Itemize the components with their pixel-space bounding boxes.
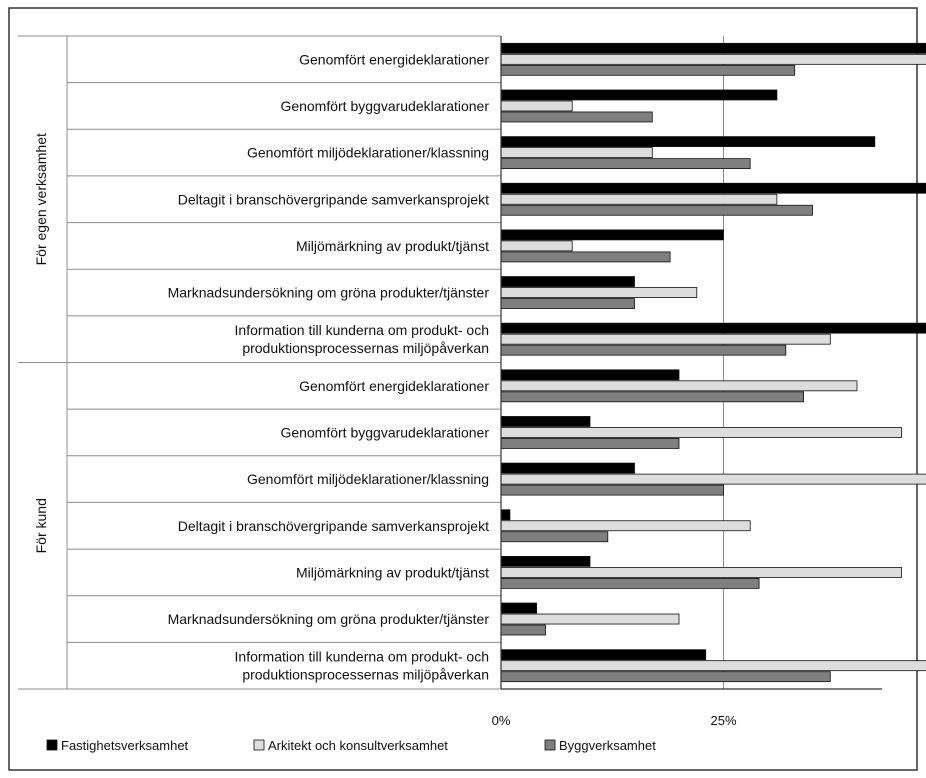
bar: [500, 566, 902, 578]
category-separators: [18, 35, 501, 690]
category-label: Information till kunderna om produkt- oc…: [235, 649, 489, 665]
group-labels: För egen verksamhet För kund: [33, 133, 49, 553]
bar: [500, 555, 591, 567]
bar: [500, 344, 787, 356]
axes: [500, 36, 882, 690]
legend-swatch: [46, 739, 58, 751]
group-label: För kund: [33, 498, 49, 553]
bar: [500, 53, 926, 65]
bar: [500, 193, 778, 205]
bar: [500, 136, 876, 148]
category-label: Deltagit i branschövergripande samverkan…: [178, 191, 489, 207]
bar: [500, 322, 926, 334]
bar: [500, 298, 635, 309]
bar: [500, 380, 858, 392]
category-label: Miljömärkning av produkt/tjänst: [296, 564, 489, 580]
category-label: Genomfört energideklarationer: [299, 378, 489, 394]
bars: [500, 42, 926, 683]
category-label: Information till kunderna om produkt- oc…: [235, 322, 489, 338]
bar: [500, 158, 751, 170]
bar: [500, 89, 778, 101]
bar: [500, 276, 635, 287]
x-tick-label: 0%: [492, 713, 511, 728]
bar: [500, 111, 653, 123]
bar: [500, 287, 698, 298]
x-tick-labels: 0%25%50%75%: [492, 713, 737, 728]
bar: [500, 473, 926, 485]
bar: [500, 369, 680, 381]
bar: [500, 333, 831, 345]
bar: [500, 484, 724, 496]
category-labels: Genomfört energideklarationer Genomfört b…: [168, 51, 490, 682]
bar: [500, 182, 926, 194]
category-label: Genomfört miljödeklarationer/klassning: [247, 471, 489, 487]
bar: [500, 520, 751, 532]
bar: [500, 204, 813, 216]
bar: [500, 427, 902, 438]
bar: [500, 602, 537, 614]
category-label: produktionsprocessernas miljöpåverkan: [242, 667, 489, 683]
category-label: Genomfört energideklarationer: [299, 51, 489, 67]
category-label: Genomfört miljödeklarationer/klassning: [247, 145, 489, 161]
bar: [500, 660, 926, 672]
bar: [500, 100, 573, 112]
bar: [500, 147, 653, 159]
bar: [500, 613, 680, 625]
legend-label: Fastighetsverksamhet: [61, 738, 189, 753]
bar: [500, 671, 831, 683]
bar: [500, 416, 591, 427]
category-label: Marknadsundersökning om gröna produkter/…: [168, 611, 490, 627]
bar: [500, 624, 546, 636]
category-label: Marknadsundersökning om gröna produkter/…: [168, 285, 490, 301]
category-label: produktionsprocessernas miljöpåverkan: [242, 340, 489, 356]
bar: [500, 649, 707, 661]
bar: [500, 251, 671, 263]
bar: [500, 509, 511, 521]
legend: Fastighetsverksamhet Arkitekt och konsult…: [46, 738, 656, 753]
category-label: Deltagit i branschövergripande samverkan…: [178, 518, 489, 534]
bar: [500, 577, 760, 589]
category-label: Miljömärkning av produkt/tjänst: [296, 238, 489, 254]
bar: [500, 240, 573, 252]
legend-swatch: [544, 739, 556, 751]
bar: [500, 391, 805, 403]
bar: [500, 438, 680, 449]
bar: [500, 42, 926, 54]
group-label: För egen verksamhet: [33, 133, 49, 265]
category-label: Genomfört byggvarudeklarationer: [280, 98, 489, 114]
bar: [500, 64, 796, 76]
bar: [500, 229, 724, 241]
legend-label: Byggverksamhet: [559, 738, 656, 753]
legend-label: Arkitekt och konsultverksamhet: [268, 738, 448, 753]
category-label: Genomfört byggvarudeklarationer: [280, 424, 489, 440]
legend-swatch: [253, 739, 265, 751]
bar: [500, 531, 609, 543]
bar: [500, 462, 635, 474]
x-tick-label: 25%: [710, 713, 736, 728]
